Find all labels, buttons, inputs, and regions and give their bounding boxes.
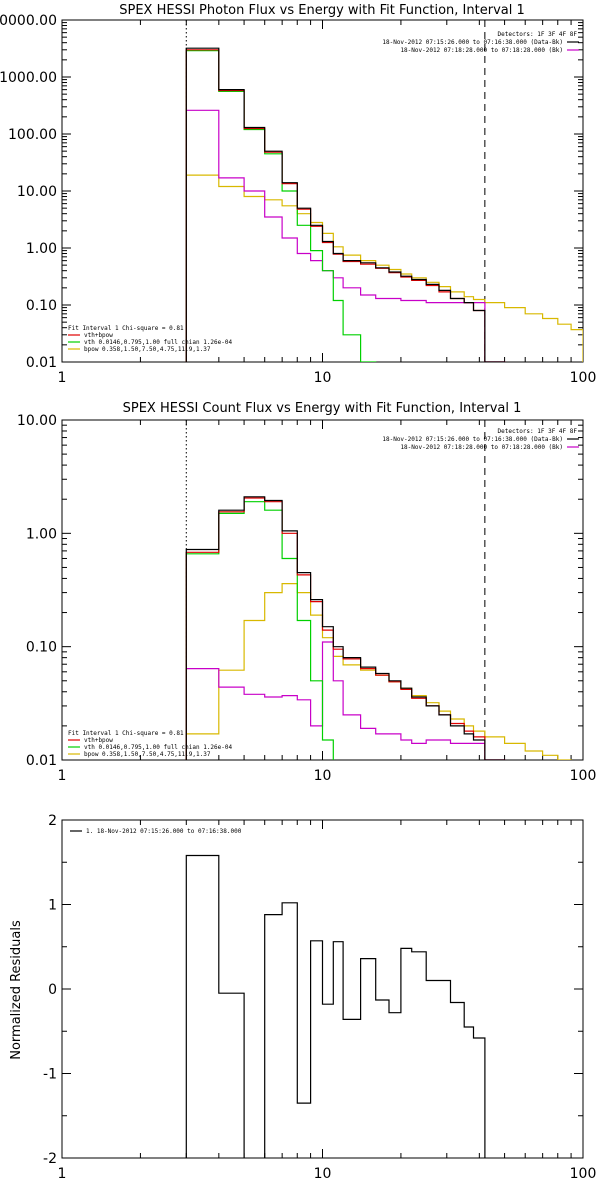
x-tick-label: 1 — [58, 768, 67, 784]
y-tick-label: 2 — [48, 813, 57, 829]
x-tick-label: 1 — [58, 1166, 67, 1182]
legend-fit-entry: bpow 0.358,1.50,7.50,4.75,11.9,1.37 — [84, 751, 211, 758]
x-tick-label: 100 — [570, 370, 597, 386]
y-tick-label: 0000.00 — [0, 13, 57, 29]
legend-fit-entry: bpow 0.358,1.50,7.50,4.75,11.9,1.37 — [84, 346, 211, 353]
y-tick-label: -1 — [43, 1067, 57, 1083]
residuals-ylabel: Normalized Residuals — [9, 920, 24, 1060]
y-tick-label: 100.00 — [8, 127, 57, 143]
photon-flux-title: SPEX HESSI Photon Flux vs Energy with Fi… — [119, 3, 525, 18]
x-tick-label: 100 — [570, 1166, 597, 1182]
y-tick-label: 1000.00 — [0, 70, 57, 86]
x-tick-label: 10 — [314, 370, 332, 386]
legend-top-entry: 18-Nov-2012 07:18:28.000 to 07:18:28.000… — [400, 47, 563, 54]
x-tick-label: 10 — [314, 768, 332, 784]
y-tick-label: 10.00 — [17, 184, 57, 200]
x-tick-label: 1 — [58, 370, 67, 386]
series-vth-line — [185, 501, 334, 760]
series-background-line — [185, 641, 506, 760]
x-tick-label: 10 — [314, 1166, 332, 1182]
legend-top-entry: Detectors: 1F 3F 4F 8F — [498, 428, 578, 435]
y-tick-label: 0.10 — [26, 640, 57, 656]
series-data-line — [185, 496, 506, 760]
plot-frame — [61, 19, 584, 363]
legend-top-entry: 18-Nov-2012 07:15:26.000 to 07:16:38.000… — [382, 436, 563, 443]
legend-top-entry: 18-Nov-2012 07:15:26.000 to 07:16:38.000… — [382, 39, 563, 46]
y-tick-label: 0.10 — [26, 298, 57, 314]
residuals-panel: Normalized Residuals 1 10 100 -2 -1 0 1 2 1. 18-… — [9, 813, 596, 1182]
photon-flux-panel: SPEX HESSI Photon Flux vs Energy with Fi… — [0, 3, 597, 386]
legend-residual-entry: 1. 18-Nov-2012 07:15:26.000 to 07:16:38.… — [86, 828, 242, 835]
y-tick-label: -2 — [43, 1151, 57, 1167]
count-flux-title: SPEX HESSI Count Flux vs Energy with Fit… — [123, 401, 522, 416]
y-tick-label: 0.01 — [26, 355, 57, 371]
series-data-line — [185, 47, 506, 362]
y-tick-label: 10.00 — [17, 413, 57, 429]
legend-fit-entry: vth 0.0146,0.795,1.00 full chian 1.26e-0… — [84, 744, 232, 751]
y-tick-label: 0 — [48, 982, 57, 998]
series-background-line — [185, 109, 506, 362]
legend-fit-entry: vth 0.0146,0.795,1.00 full chian 1.26e-0… — [84, 339, 232, 346]
legend-top-entry: Detectors: 1F 3F 4F 8F — [498, 31, 578, 38]
count-flux-panel: SPEX HESSI Count Flux vs Energy with Fit… — [17, 401, 597, 784]
series-bpow-line — [185, 583, 572, 760]
y-tick-label: 1.00 — [26, 526, 57, 542]
x-tick-label: 100 — [570, 768, 597, 784]
series-bpow-line — [185, 174, 583, 362]
series-residuals-line — [185, 854, 486, 1158]
legend-fit-entry: Fit Interval 1 Chi-square = 0.81 — [68, 325, 184, 332]
legend-fit-entry: Fit Interval 1 Chi-square = 0.81 — [68, 730, 184, 737]
y-tick-label: 1 — [48, 898, 57, 914]
y-tick-label: 0.01 — [26, 753, 57, 769]
y-tick-label: 1.00 — [26, 241, 57, 257]
legend-fit-entry: vth+bpow — [84, 332, 113, 339]
series-model-line — [185, 497, 506, 760]
series-model-line — [185, 49, 506, 362]
legend-top-entry: 18-Nov-2012 07:18:28.000 to 07:18:28.000… — [400, 444, 563, 451]
legend-fit-entry: vth+bpow — [84, 737, 113, 744]
